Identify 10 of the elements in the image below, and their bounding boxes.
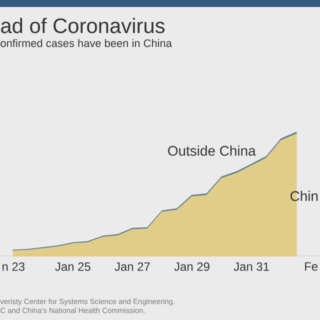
x-tick-label: Jan 27 <box>114 262 150 271</box>
x-tick-label: Jan 31 <box>234 262 269 271</box>
chart-subtitle: onfirmed cases have been in China <box>0 39 172 48</box>
x-tick-label: n 23 <box>2 262 24 271</box>
series-label: Outside China <box>168 146 256 156</box>
x-tick-label: Jan 29 <box>174 262 210 271</box>
chart-title: ad of Coronavirus <box>1 18 165 34</box>
x-tick-label: Jan 25 <box>55 262 90 271</box>
x-tick-label: Fe <box>305 262 318 271</box>
series-label: Chin <box>290 190 318 202</box>
